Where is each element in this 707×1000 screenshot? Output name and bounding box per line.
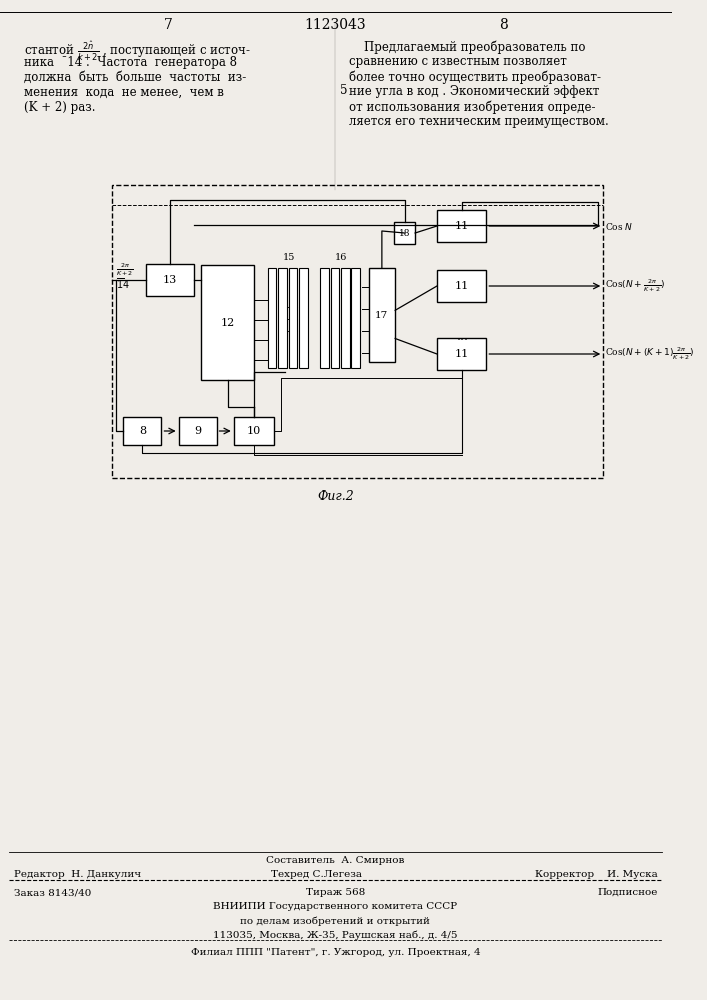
- Bar: [331, 268, 339, 368]
- Bar: [234, 417, 274, 445]
- Text: Cos$(N+\frac{2\pi}{K+2})$: Cos$(N+\frac{2\pi}{K+2})$: [605, 278, 665, 294]
- Text: Фиг.2: Фиг.2: [317, 490, 354, 503]
- Bar: [268, 268, 276, 368]
- Text: Тираж 568: Тираж 568: [305, 888, 365, 897]
- Bar: [279, 268, 287, 368]
- Bar: [368, 268, 395, 362]
- Text: ·
·
·: · · ·: [287, 303, 291, 337]
- Text: Cos $N$: Cos $N$: [605, 221, 633, 232]
- Bar: [437, 338, 486, 370]
- Text: должна  быть  больше  частоты  из-: должна быть больше частоты из-: [24, 71, 246, 84]
- Text: Корректор    И. Муска: Корректор И. Муска: [534, 870, 658, 879]
- Text: 11: 11: [455, 281, 469, 291]
- Text: $\overline{1}4$: $\overline{1}4$: [116, 277, 129, 291]
- Bar: [124, 417, 161, 445]
- Text: 16: 16: [335, 253, 347, 262]
- Text: Техред С.Легеза: Техред С.Легеза: [271, 870, 362, 879]
- Text: ·
·
·: · · ·: [339, 303, 342, 337]
- Text: 11: 11: [455, 221, 469, 231]
- Text: Филиал ППП "Патент", г. Ужгород, ул. Проектная, 4: Филиал ППП "Патент", г. Ужгород, ул. Про…: [190, 948, 480, 957]
- Text: $\frac{2\pi}{K+2}$: $\frac{2\pi}{K+2}$: [116, 262, 134, 278]
- Bar: [437, 270, 486, 302]
- Text: стантой $\frac{2\hat{n}}{k+2}$ , поступающей с источ-: стантой $\frac{2\hat{n}}{k+2}$ , поступа…: [24, 40, 250, 63]
- Text: Заказ 8143/40: Заказ 8143/40: [14, 888, 92, 897]
- Text: Cos$(N+(K+1)\frac{2\pi}{K+2})$: Cos$(N+(K+1)\frac{2\pi}{K+2})$: [605, 346, 695, 362]
- Text: 7: 7: [164, 18, 173, 32]
- Text: Подписное: Подписное: [597, 888, 658, 897]
- Text: 11: 11: [455, 349, 469, 359]
- Text: ние угла в код . Экономический эффект: ние угла в код . Экономический эффект: [349, 85, 599, 98]
- Text: 17: 17: [375, 310, 389, 320]
- Text: 10: 10: [247, 426, 261, 436]
- Text: ника  ¯14 .  Частота  генератора 8: ника ¯14 . Частота генератора 8: [24, 56, 237, 69]
- Bar: [437, 210, 486, 242]
- Text: 13: 13: [163, 275, 177, 285]
- Text: 8: 8: [139, 426, 146, 436]
- Text: 5: 5: [340, 84, 348, 97]
- Text: сравнению с известным позволяет: сравнению с известным позволяет: [349, 55, 566, 68]
- Text: ...: ...: [457, 330, 469, 342]
- Text: менения  кода  не менее,  чем в: менения кода не менее, чем в: [24, 86, 223, 99]
- Text: 18: 18: [399, 229, 411, 237]
- Text: Составитель  А. Смирнов: Составитель А. Смирнов: [266, 856, 404, 865]
- Text: ляется его техническим преимуществом.: ляется его техническим преимуществом.: [349, 115, 609, 128]
- Bar: [351, 268, 360, 368]
- Text: 113035, Москва, Ж-35, Раушская наб., д. 4/5: 113035, Москва, Ж-35, Раушская наб., д. …: [213, 930, 457, 940]
- Bar: [395, 222, 415, 244]
- Text: 1123043: 1123043: [305, 18, 366, 32]
- Text: 12: 12: [221, 318, 235, 328]
- Text: более точно осуществить преобразоват-: более точно осуществить преобразоват-: [349, 70, 601, 84]
- Text: 9: 9: [194, 426, 201, 436]
- Bar: [201, 265, 254, 380]
- Text: (K + 2) раз.: (K + 2) раз.: [24, 101, 95, 114]
- Text: ВНИИПИ Государственного комитета СССР: ВНИИПИ Государственного комитета СССР: [214, 902, 457, 911]
- Text: по делам изобретений и открытий: по делам изобретений и открытий: [240, 916, 431, 926]
- Text: 15: 15: [283, 253, 295, 262]
- Text: Предлагаемый преобразователь по: Предлагаемый преобразователь по: [349, 40, 585, 53]
- Bar: [320, 268, 329, 368]
- Bar: [299, 268, 308, 368]
- Bar: [341, 268, 349, 368]
- Text: Редактор  Н. Данкулич: Редактор Н. Данкулич: [14, 870, 141, 879]
- Bar: [179, 417, 216, 445]
- Text: от использования изобретения опреде-: от использования изобретения опреде-: [349, 100, 595, 113]
- Bar: [146, 264, 194, 296]
- Text: 8: 8: [499, 18, 508, 32]
- Bar: [288, 268, 298, 368]
